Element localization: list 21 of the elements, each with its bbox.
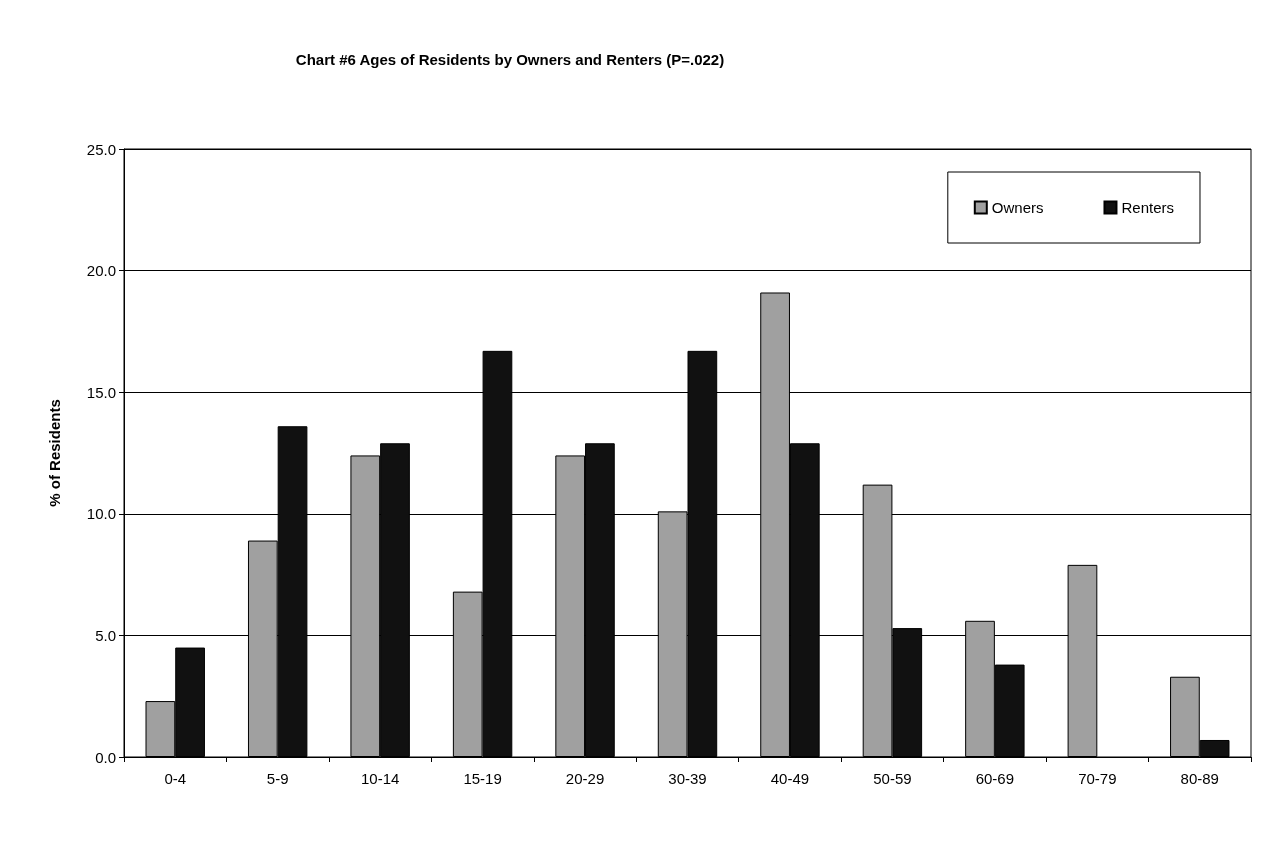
x-tick-label: 0-4 bbox=[164, 770, 187, 787]
legend-label: Renters bbox=[1121, 199, 1175, 216]
y-tick-label: 20.0 bbox=[86, 262, 116, 280]
chart-title: Chart #6 Ages of Residents by Owners and Renters (P=.022) bbox=[295, 51, 725, 68]
y-axis-title: % of Residents bbox=[46, 399, 63, 507]
y-tick-label: 25.0 bbox=[86, 140, 116, 158]
x-tick-label: 80-89 bbox=[1180, 770, 1219, 787]
x-tick-label: 10-14 bbox=[360, 770, 400, 787]
x-tick-label: 20-29 bbox=[565, 770, 605, 787]
legend-label: Owners bbox=[991, 199, 1044, 216]
x-tick-label: 15-19 bbox=[463, 770, 502, 787]
y-tick-label: 10.0 bbox=[86, 505, 116, 523]
x-tick-label: 5-9 bbox=[266, 770, 289, 787]
x-tick-label: 40-49 bbox=[770, 770, 810, 787]
x-tick-label: 30-39 bbox=[668, 770, 707, 787]
x-tick-label: 70-79 bbox=[1078, 770, 1117, 787]
x-tick-label: 60-69 bbox=[975, 770, 1015, 787]
y-tick-label: 15.0 bbox=[86, 383, 116, 401]
x-tick-label: 50-59 bbox=[873, 770, 912, 787]
y-tick-label: 5.0 bbox=[95, 626, 116, 644]
y-tick-label: 0.0 bbox=[95, 748, 116, 766]
